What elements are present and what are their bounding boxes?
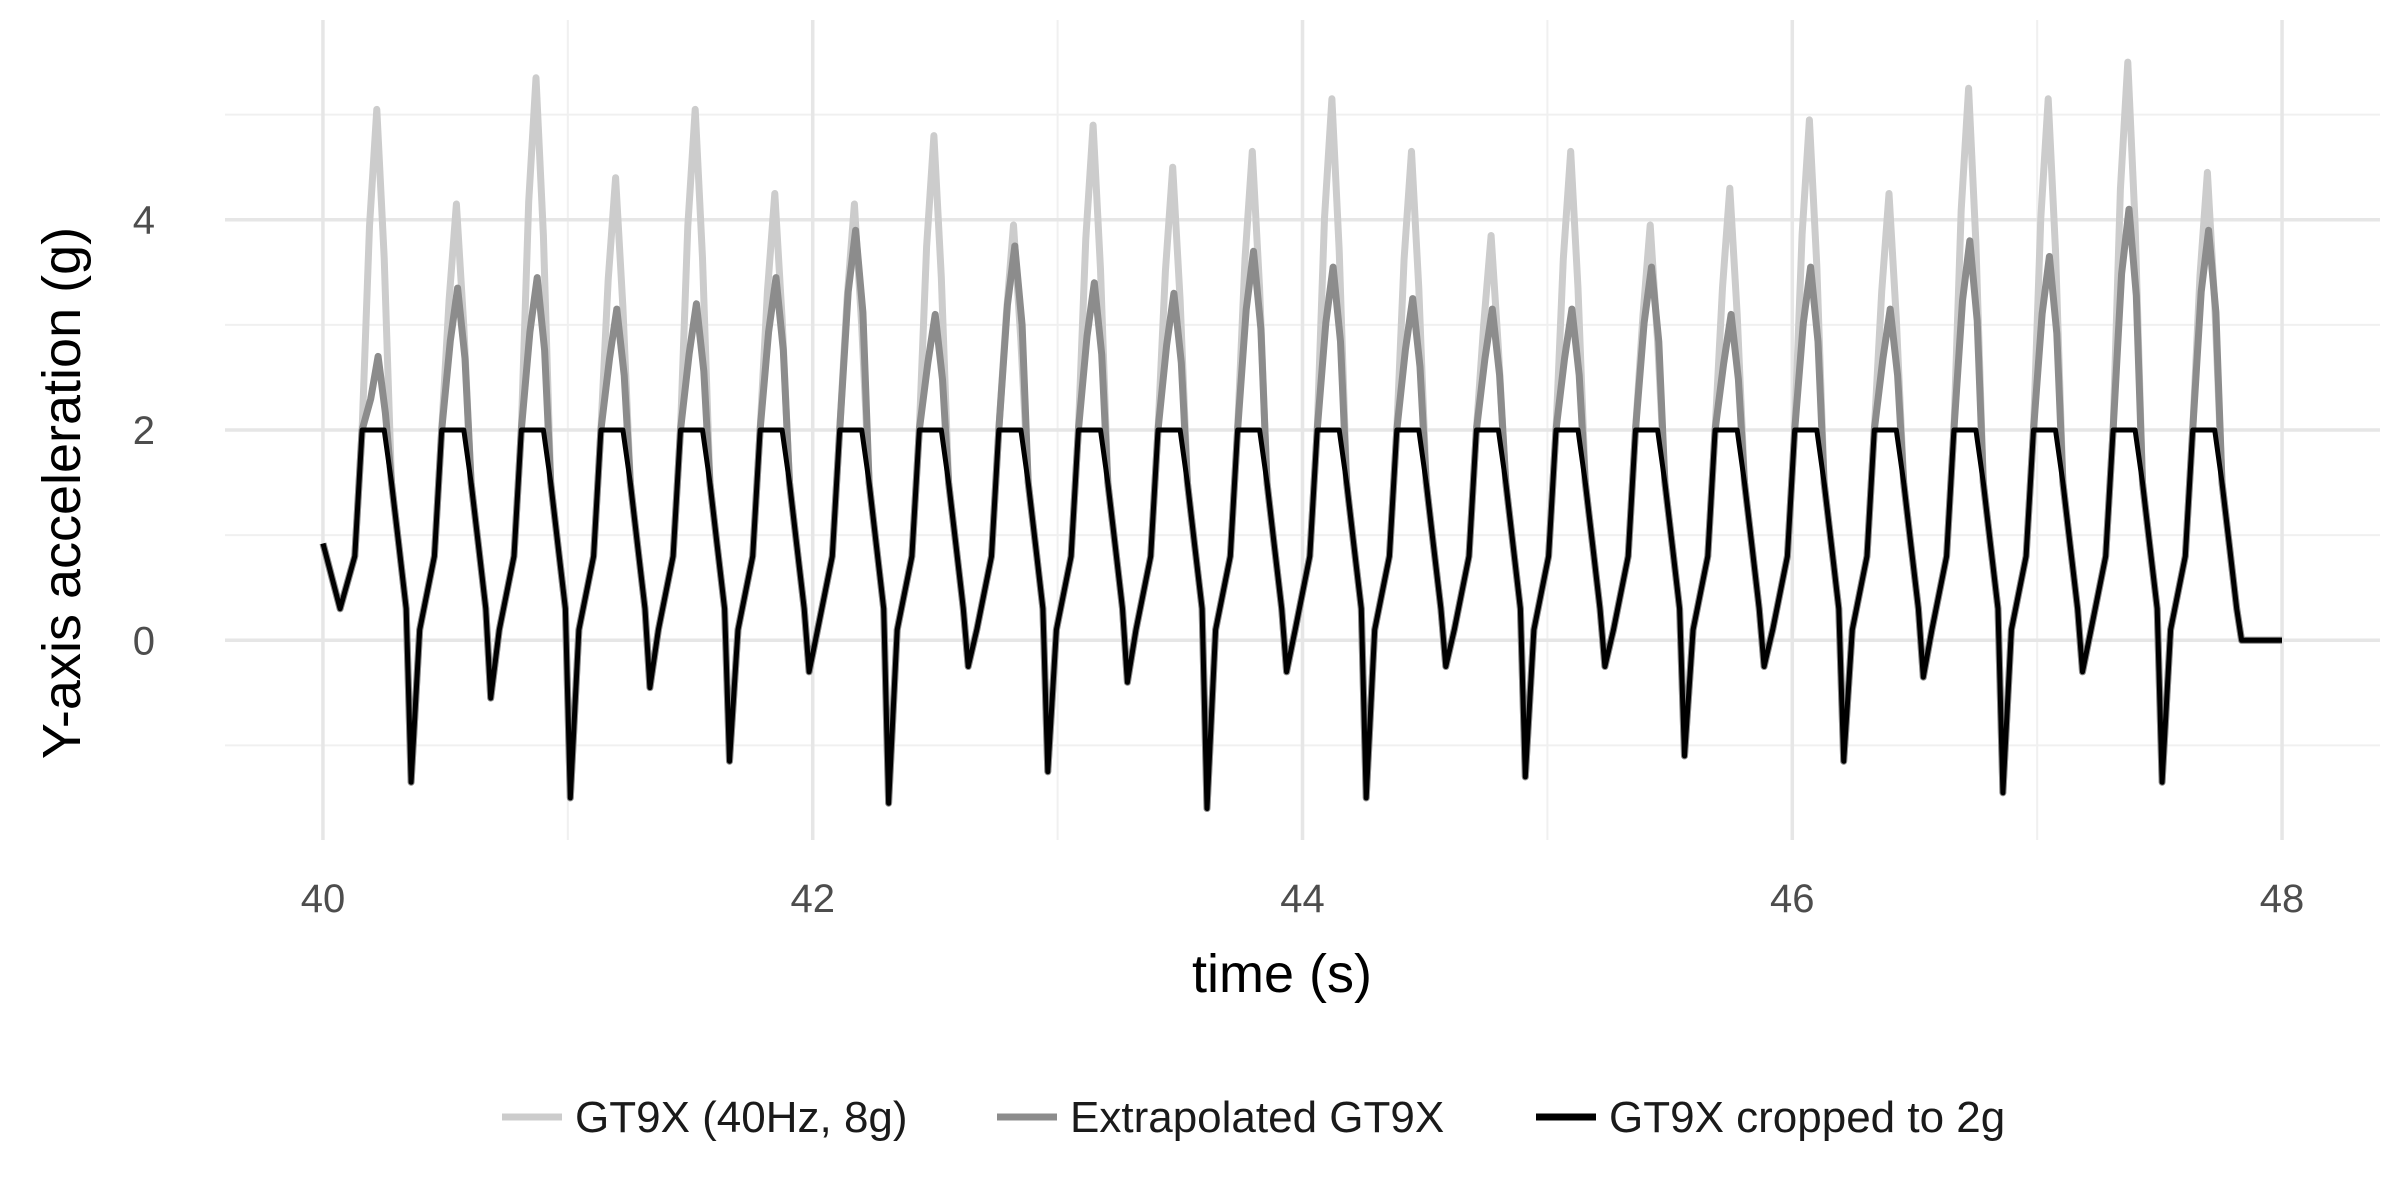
y-tick-label: 0: [133, 619, 155, 663]
legend-label-raw: GT9X (40Hz, 8g): [575, 1093, 908, 1142]
x-tick-label: 42: [790, 877, 835, 921]
x-tick-label: 40: [301, 877, 346, 921]
y-tick-label: 4: [133, 199, 155, 243]
tick-labels: 40 42 44 46 48 0 2 4: [133, 199, 2305, 921]
x-tick-label: 46: [1770, 877, 1815, 921]
legend: GT9X (40Hz, 8g) Extrapolated GT9X GT9X c…: [502, 1093, 2005, 1142]
series-line-cropped: [320, 427, 2282, 811]
legend-label-extrapolated: Extrapolated GT9X: [1070, 1093, 1444, 1142]
y-axis-title: Y-axis acceleration (g): [32, 227, 92, 759]
x-tick-label: 44: [1280, 877, 1325, 921]
x-tick-label: 48: [2260, 877, 2305, 921]
series-layer: [319, 58, 2282, 812]
legend-label-cropped: GT9X cropped to 2g: [1609, 1093, 2005, 1142]
grid-major: [225, 20, 2380, 840]
y-tick-label: 2: [133, 409, 155, 453]
x-axis-title: time (s): [1192, 944, 1372, 1004]
